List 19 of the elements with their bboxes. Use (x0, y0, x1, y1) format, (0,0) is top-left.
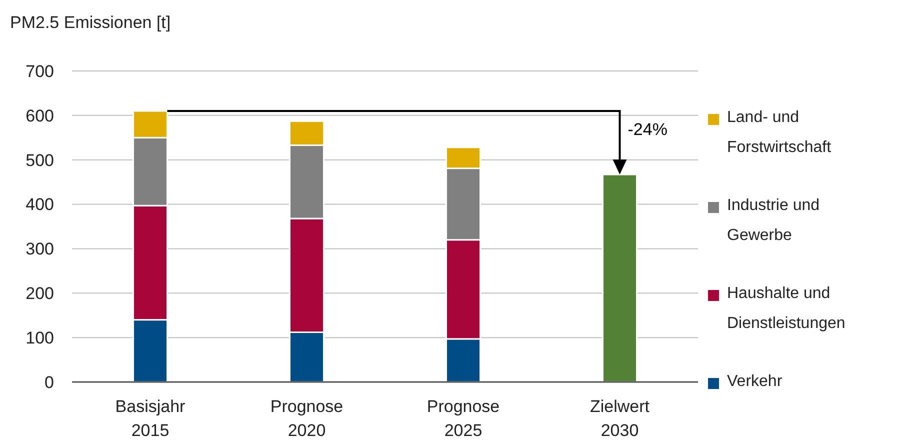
legend-label: Haushalte und Dienstleistungen (727, 285, 846, 332)
y-tick-label: 400 (26, 195, 54, 214)
y-tick-label: 300 (26, 240, 54, 259)
x-tick-label: Zielwert 2030 (590, 397, 650, 440)
bar (602, 174, 638, 383)
y-axis-title: PM2.5 Emissionen [t] (10, 13, 171, 32)
y-tick-label: 600 (26, 106, 54, 126)
legend-label: Industrie und Gewerbe (727, 197, 820, 244)
legend-label: Verkehr (727, 373, 783, 390)
legend-label: Land- und Forstwirtschaft (727, 109, 832, 156)
y-tick-label: 500 (26, 150, 54, 170)
y-tick-label: 100 (26, 328, 54, 348)
y-tick-label: 700 (26, 62, 54, 81)
y-tick-label: 200 (26, 284, 54, 304)
y-tick-label: 0 (44, 372, 54, 392)
x-tick-label: Basisjahr 2015 (115, 397, 186, 440)
x-tick-label: Prognose 2025 (426, 397, 500, 440)
annotation: -24% (628, 120, 668, 139)
x-tick-label: Prognose 2020 (270, 397, 344, 440)
